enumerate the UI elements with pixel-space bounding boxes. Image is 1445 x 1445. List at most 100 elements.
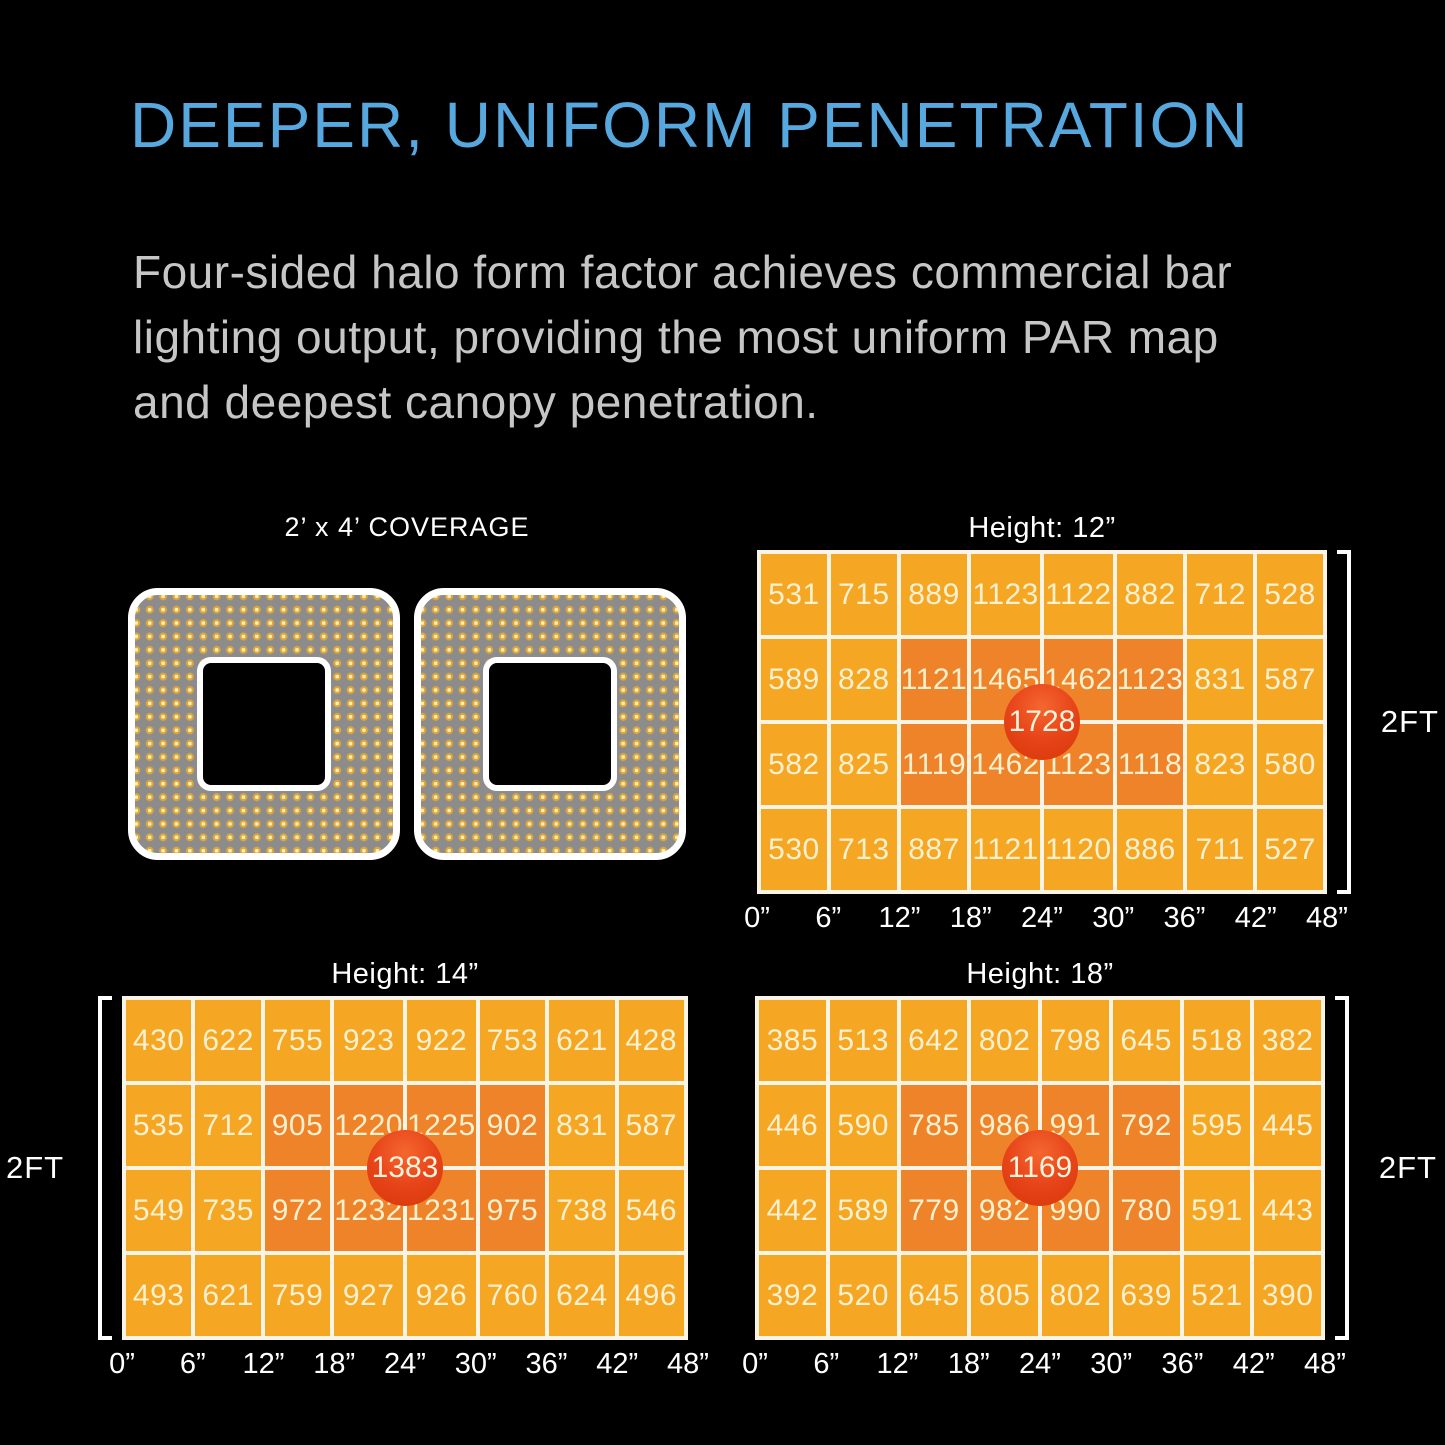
x-axis: 0” 6” 12” 18” 24” 30” 36” 42” 48” — [109, 1348, 709, 1392]
par-cell: 1123 — [1116, 639, 1184, 720]
par-cell: 802 — [971, 1000, 1038, 1081]
par-cell: 927 — [334, 1255, 403, 1336]
par-cell: 802 — [1042, 1255, 1109, 1336]
par-cell: 889 — [900, 554, 968, 635]
par-cell: 785 — [900, 1085, 968, 1166]
page-title: DEEPER, UNIFORM PENETRATION — [130, 89, 1250, 161]
par-cell: 1121 — [971, 809, 1040, 890]
par-cell: 780 — [1112, 1170, 1180, 1251]
par-cell: 753 — [479, 1000, 546, 1081]
par-cell: 528 — [1257, 554, 1323, 635]
x-axis-tick: 12” — [242, 1348, 285, 1380]
par-cell: 535 — [126, 1085, 192, 1166]
x-axis-tick: 48” — [1304, 1348, 1346, 1380]
par-cell: 595 — [1183, 1085, 1251, 1166]
x-axis-tick: 48” — [1306, 902, 1348, 934]
dimension-label: 2FT — [6, 1150, 65, 1185]
par-cell: 446 — [759, 1085, 826, 1166]
par-cell: 823 — [1187, 724, 1254, 805]
par-cell: 520 — [829, 1255, 897, 1336]
panel-center-cutout — [197, 657, 331, 791]
x-axis-tick: 36” — [1163, 902, 1206, 934]
x-axis-tick: 0” — [109, 1348, 135, 1380]
par-cell: 759 — [264, 1255, 331, 1336]
par-cell: 711 — [1187, 809, 1254, 890]
x-axis-tick: 18” — [313, 1348, 356, 1380]
par-cell: 902 — [479, 1085, 546, 1166]
x-axis-tick: 30” — [454, 1348, 497, 1380]
par-cell: 622 — [195, 1000, 261, 1081]
par-cell: 546 — [618, 1170, 684, 1251]
dimension-bracket — [1337, 550, 1351, 894]
par-cell: 1121 — [900, 639, 968, 720]
x-axis-tick: 42” — [596, 1348, 639, 1380]
par-cell: 1120 — [1044, 809, 1113, 890]
peak-value-badge: 1383 — [367, 1130, 443, 1206]
dimension-bracket — [1335, 996, 1349, 1340]
par-cell: 639 — [1112, 1255, 1180, 1336]
led-panels — [128, 588, 686, 860]
par-cell: 1123 — [971, 554, 1040, 635]
par-cell: 712 — [195, 1085, 261, 1166]
peak-value-badge: 1169 — [1002, 1130, 1078, 1206]
par-cell: 591 — [1183, 1170, 1251, 1251]
x-axis-tick: 42” — [1232, 1348, 1275, 1380]
par-cell: 825 — [830, 724, 897, 805]
x-axis-tick: 0” — [744, 902, 770, 934]
par-cell: 624 — [549, 1255, 615, 1336]
coverage-label: 2’ x 4’ COVERAGE — [284, 512, 530, 542]
par-cell: 443 — [1254, 1170, 1321, 1251]
par-cell: 905 — [264, 1085, 331, 1166]
par-cell: 580 — [1257, 724, 1323, 805]
dimension-label: 2FT — [1378, 1150, 1437, 1185]
x-axis-tick: 18” — [949, 902, 992, 934]
par-cell: 715 — [830, 554, 897, 635]
par-cell: 428 — [618, 1000, 684, 1081]
par-cell: 530 — [761, 809, 827, 890]
dimension-bracket — [98, 996, 112, 1340]
par-cell: 735 — [195, 1170, 261, 1251]
par-cell: 645 — [900, 1255, 968, 1336]
par-cell: 923 — [334, 1000, 403, 1081]
par-cell: 587 — [1257, 639, 1323, 720]
led-panel-left — [128, 588, 400, 860]
par-cell: 1232 — [334, 1170, 403, 1251]
par-heatmap-14in: Height: 14” 430 622 755 923 922 753 621 428 535 7… — [6, 958, 709, 1392]
par-cell: 755 — [264, 1000, 331, 1081]
par-grid: 430 622 755 923 922 753 621 428 535 712 905 1220 122… — [122, 996, 688, 1340]
par-cell: 831 — [1187, 639, 1254, 720]
x-axis-tick: 24” — [1021, 902, 1063, 934]
par-cell: 385 — [759, 1000, 826, 1081]
par-cell: 445 — [1254, 1085, 1321, 1166]
x-axis-tick: 36” — [1161, 1348, 1204, 1380]
x-axis-tick: 24” — [384, 1348, 426, 1380]
x-axis-tick: 30” — [1092, 902, 1135, 934]
par-cell: 645 — [1112, 1000, 1180, 1081]
par-cell: 831 — [549, 1085, 615, 1166]
x-axis-tick: 24” — [1019, 1348, 1061, 1380]
par-cell: 589 — [829, 1170, 897, 1251]
heatmap-title: Height: 12” — [968, 512, 1116, 544]
par-cell: 582 — [761, 724, 827, 805]
x-axis-tick: 36” — [525, 1348, 568, 1380]
x-axis: 0” 6” 12” 18” 24” 30” 36” 42” 48” — [742, 1348, 1346, 1392]
dimension-label: 2FT — [1380, 704, 1439, 739]
x-axis-tick: 6” — [179, 1348, 206, 1380]
par-cell: 589 — [761, 639, 827, 720]
par-cell: 1122 — [1044, 554, 1113, 635]
par-cell: 1119 — [900, 724, 968, 805]
par-cell: 390 — [1254, 1255, 1321, 1336]
par-cell: 518 — [1183, 1000, 1251, 1081]
x-axis-tick: 6” — [815, 902, 842, 934]
par-cell: 713 — [830, 809, 897, 890]
par-cell: 779 — [900, 1170, 968, 1251]
par-cell: 493 — [126, 1255, 192, 1336]
par-cell: 442 — [759, 1170, 826, 1251]
par-cell: 531 — [761, 554, 827, 635]
x-axis: 0” 6” 12” 18” 24” 30” 36” 42” 48” — [744, 902, 1348, 946]
par-cell: 792 — [1112, 1085, 1180, 1166]
par-cell: 828 — [830, 639, 897, 720]
par-cell: 760 — [479, 1255, 546, 1336]
par-cell: 430 — [126, 1000, 192, 1081]
intro-text: Four-sided halo form factor achieves com… — [133, 240, 1232, 435]
